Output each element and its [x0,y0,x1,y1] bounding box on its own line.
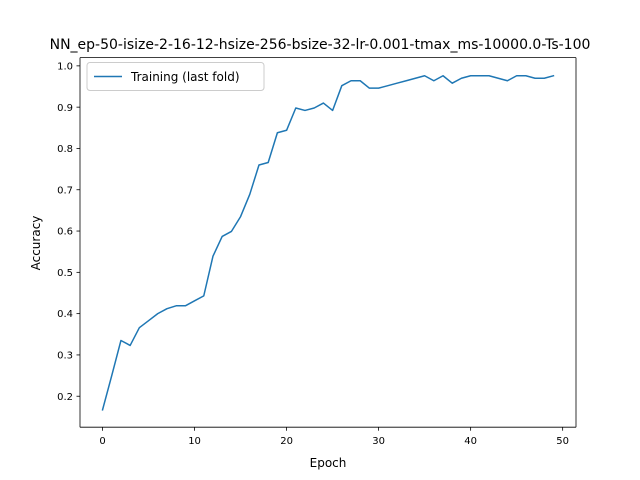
x-axis-label: Epoch [310,456,347,470]
y-tick-label: 0.9 [57,103,73,114]
x-tick-label: 50 [556,436,569,447]
legend-box [86,62,265,91]
legend: Training (last fold) [86,62,265,91]
y-tick-label: 0.8 [57,144,73,155]
y-axis-label: Accuracy [29,216,43,271]
y-tick-label: 0.3 [57,351,73,362]
legend-label: Training (last fold) [130,70,240,84]
y-tick-label: 0.5 [57,268,73,279]
x-tick-label: 10 [188,436,201,447]
axes: 0 10 20 30 40 50 0.2 0.3 0.4 0.5 0.6 0.7 0.8 0.9 1.0 [57,57,577,447]
y-tick-label: 0.2 [57,392,73,403]
x-tick-label: 20 [280,436,293,447]
y-tick-label: 0.7 [57,185,73,196]
x-tick-label: 0 [99,436,105,447]
y-tick-label: 1.0 [57,61,73,72]
series-line-0 [101,74,555,411]
y-tick-label: 0.4 [57,309,73,320]
x-tick-label: 30 [372,436,385,447]
x-tick-label: 40 [464,436,477,447]
y-tick-label: 0.6 [57,227,73,238]
plot-area [101,74,555,411]
chart-title: NN_ep-50-isize-2-16-12-hsize-256-bsize-3… [50,37,591,53]
